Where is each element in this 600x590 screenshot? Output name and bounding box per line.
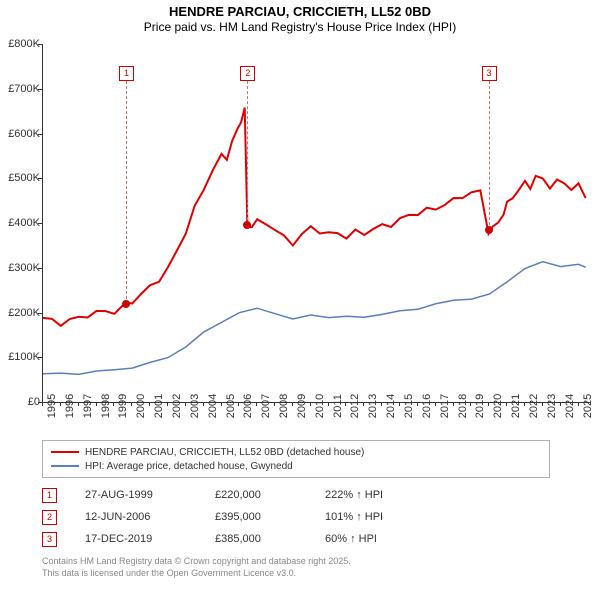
sale-price: £220,000 xyxy=(215,489,325,501)
attribution-line2: This data is licensed under the Open Gov… xyxy=(42,568,351,580)
series-line xyxy=(43,262,586,375)
marker-vline xyxy=(489,81,490,230)
legend-label-property: HENDRE PARCIAU, CRICCIETH, LL52 0BD (det… xyxy=(85,447,364,458)
marker-vline xyxy=(247,81,248,225)
marker-vline xyxy=(126,81,127,304)
chart-title: HENDRE PARCIAU, CRICCIETH, LL52 0BD xyxy=(0,4,600,19)
attribution-line1: Contains HM Land Registry data © Crown c… xyxy=(42,556,351,568)
y-tick-label: £700K xyxy=(2,83,40,95)
sale-date: 17-DEC-2019 xyxy=(85,533,215,545)
marker-label: 1 xyxy=(119,66,134,81)
sale-table: 1 27-AUG-1999£220,000222% ↑ HPI 2 12-JUN-20… xyxy=(42,484,445,550)
y-tick-label: £500K xyxy=(2,172,40,184)
sale-row: 2 12-JUN-2006£395,000101% ↑ HPI xyxy=(42,506,445,528)
y-tick-label: £0 xyxy=(2,396,40,408)
legend-row-property: HENDRE PARCIAU, CRICCIETH, LL52 0BD (det… xyxy=(51,445,541,459)
attribution: Contains HM Land Registry data © Crown c… xyxy=(42,556,351,579)
title-block: HENDRE PARCIAU, CRICCIETH, LL52 0BD Pric… xyxy=(0,0,600,34)
sale-row: 3 17-DEC-2019£385,00060% ↑ HPI xyxy=(42,528,445,550)
sale-hpi: 101% ↑ HPI xyxy=(325,511,445,523)
y-tick-label: £300K xyxy=(2,262,40,274)
sale-row: 1 27-AUG-1999£220,000222% ↑ HPI xyxy=(42,484,445,506)
sale-date: 27-AUG-1999 xyxy=(85,489,215,501)
marker-dot xyxy=(485,226,493,234)
marker-label: 2 xyxy=(240,66,255,81)
sale-hpi: 60% ↑ HPI xyxy=(325,533,445,545)
plot-area: 1 2 3 xyxy=(42,44,591,403)
marker-dot xyxy=(122,300,130,308)
sale-marker: 1 xyxy=(42,488,57,503)
legend-row-hpi: HPI: Average price, detached house, Gwyn… xyxy=(51,459,541,473)
sale-hpi: 222% ↑ HPI xyxy=(325,489,445,501)
y-tick-label: £600K xyxy=(2,128,40,140)
chart-subtitle: Price paid vs. HM Land Registry's House … xyxy=(0,20,600,34)
legend-swatch-hpi xyxy=(51,465,79,467)
y-tick-label: £100K xyxy=(2,351,40,363)
sale-marker: 2 xyxy=(42,510,57,525)
legend: HENDRE PARCIAU, CRICCIETH, LL52 0BD (det… xyxy=(42,440,550,478)
sale-price: £395,000 xyxy=(215,511,325,523)
marker-dot xyxy=(243,221,251,229)
sale-marker: 3 xyxy=(42,532,57,547)
series-line xyxy=(43,108,586,326)
sale-price: £385,000 xyxy=(215,533,325,545)
y-tick-label: £400K xyxy=(2,217,40,229)
y-tick-label: £800K xyxy=(2,38,40,50)
legend-swatch-property xyxy=(51,451,79,453)
marker-label: 3 xyxy=(482,66,497,81)
y-tick-label: £200K xyxy=(2,307,40,319)
sale-date: 12-JUN-2006 xyxy=(85,511,215,523)
price-chart-container: HENDRE PARCIAU, CRICCIETH, LL52 0BD Pric… xyxy=(0,0,600,590)
legend-label-hpi: HPI: Average price, detached house, Gwyn… xyxy=(85,461,293,472)
